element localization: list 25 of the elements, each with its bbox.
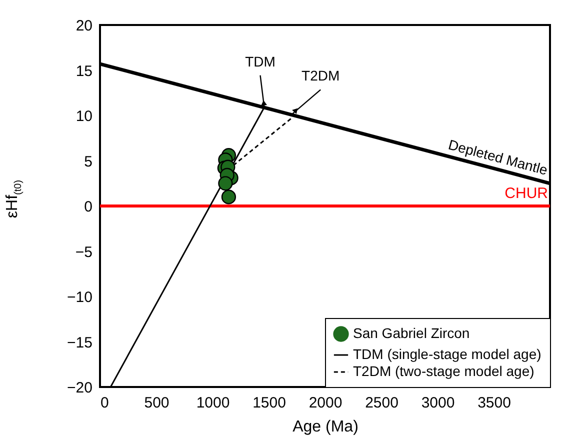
y-tick-label: 15	[76, 62, 92, 80]
x-tick-label: 1000	[196, 394, 230, 412]
y-tick-label: −15	[67, 334, 92, 352]
x-tick-label: 3500	[478, 394, 511, 412]
y-tick-label: 10	[76, 108, 92, 125]
x-tick-label: 2000	[308, 394, 342, 412]
y-tick-label: 20	[76, 18, 92, 34]
x-tick-label: 500	[144, 394, 170, 412]
x-tick-label: 0	[100, 394, 109, 412]
y-tick-label: −5	[75, 244, 92, 261]
ref-line-label: CHUR	[504, 185, 548, 202]
legend-label: T2DM (two-stage model age)	[353, 363, 534, 379]
text: Depleted Mantle	[446, 136, 550, 178]
y-tick-label: 0	[84, 198, 92, 216]
y-tick-label: −10	[67, 289, 92, 306]
y-tick-label: 5	[84, 153, 92, 170]
annotation: TDM	[245, 53, 276, 70]
y-tick-label: −20	[67, 380, 92, 396]
x-axis-title: Age (Ma)	[292, 418, 358, 436]
annotation: T2DM	[302, 68, 340, 84]
legend-label: TDM (single-stage model age)	[353, 346, 542, 362]
x-tick-label: 3000	[421, 394, 455, 412]
x-tick-label: 1500	[252, 394, 286, 412]
x-tick-label: 2500	[365, 394, 398, 412]
legend-label: San Gabriel Zircon	[353, 325, 470, 341]
